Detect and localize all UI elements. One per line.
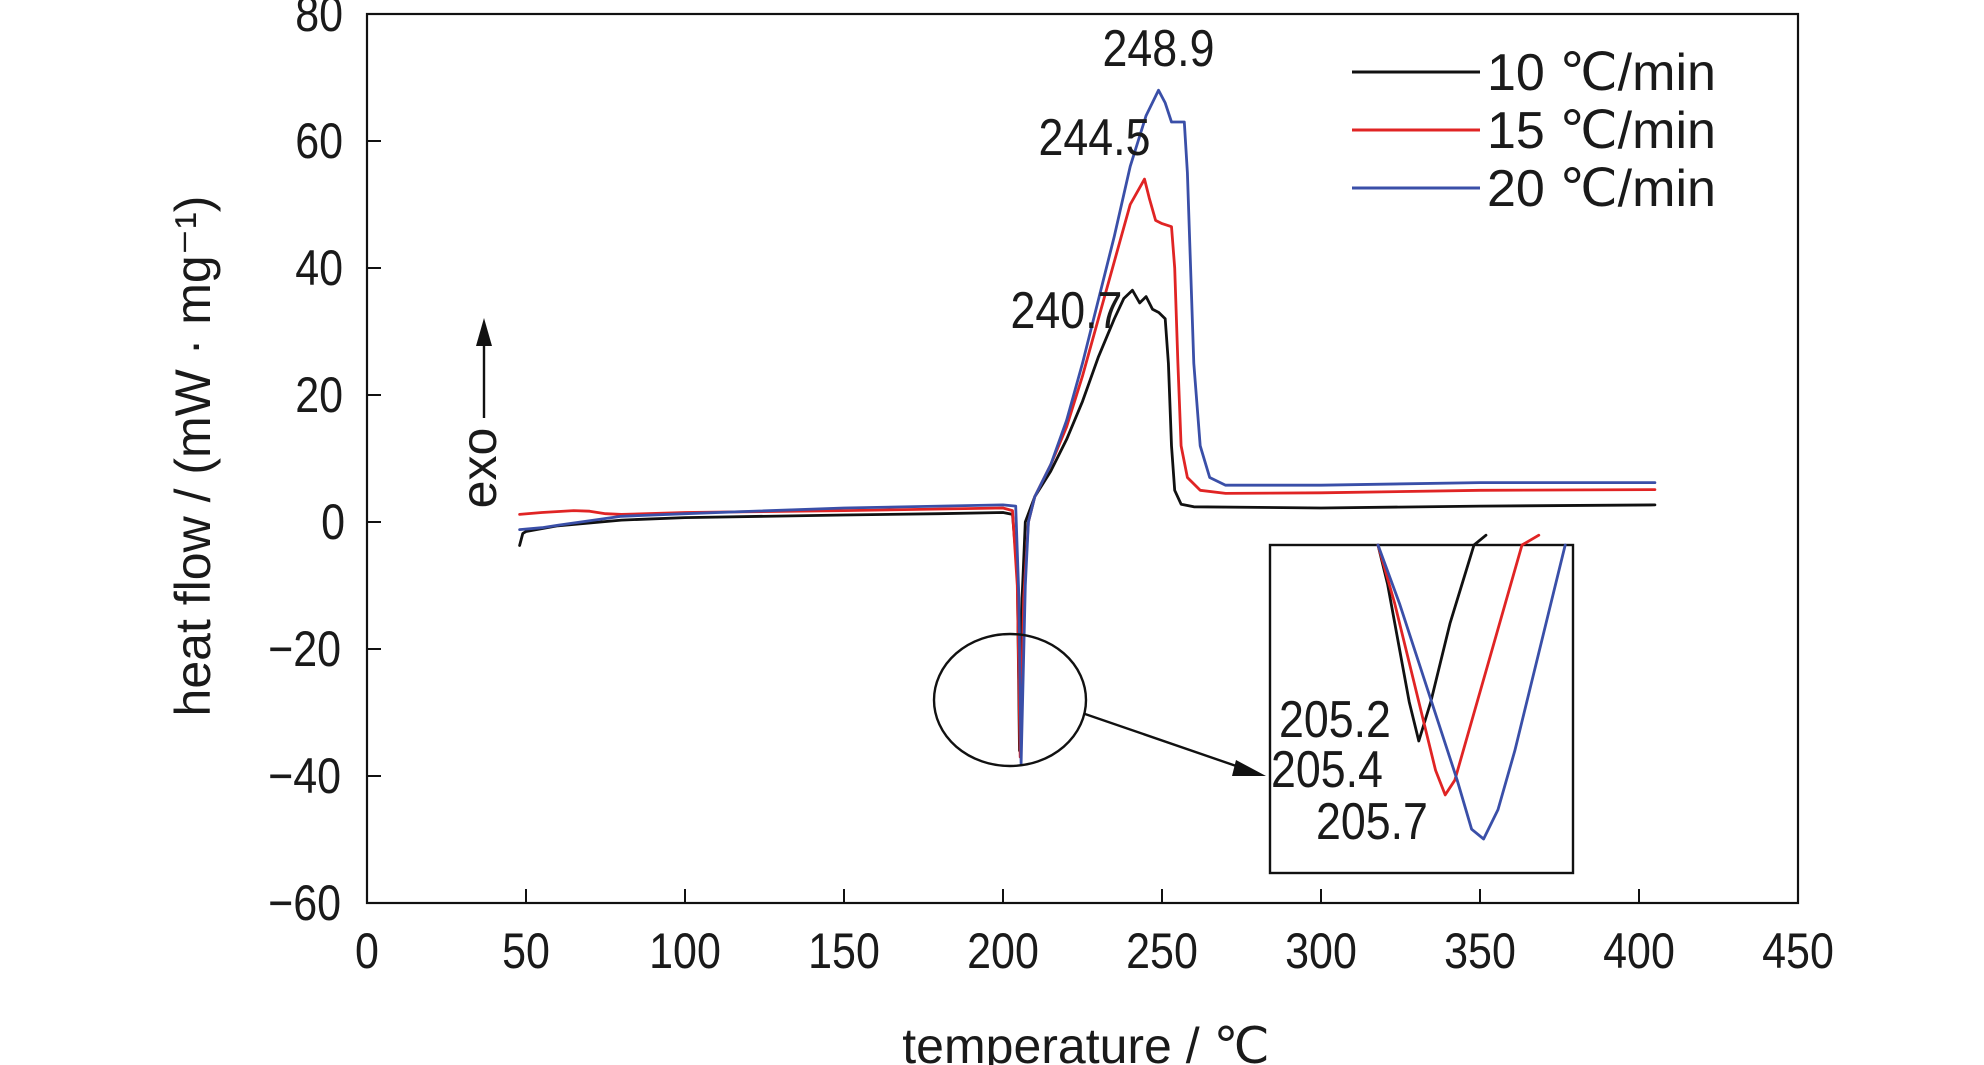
y-tick-label: 60	[295, 113, 343, 169]
y-tick-label: 80	[295, 0, 343, 42]
series-line-1	[518, 288, 1657, 752]
y-tick-label: 0	[321, 494, 345, 550]
x-tick-label: 100	[649, 923, 721, 979]
inset-series-line-2	[1376, 533, 1541, 797]
y-axis-ticks: 80 60 40 20 0 −20 −40 −60	[268, 0, 381, 931]
x-tick-label: 200	[967, 923, 1039, 979]
inset-min-label: 205.2	[1279, 691, 1391, 749]
legend-label: 20 ℃/min	[1487, 160, 1716, 218]
x-tick-label: 450	[1762, 923, 1834, 979]
x-tick-label: 50	[502, 923, 550, 979]
y-tick-label: 40	[295, 240, 343, 296]
series-line-3	[518, 88, 1657, 765]
zoom-ellipse	[932, 632, 1088, 768]
x-tick-label: 350	[1444, 923, 1516, 979]
y-tick-label: −40	[268, 748, 341, 804]
y-axis-label: heat flow / (mW · mg⁻¹)	[165, 196, 221, 717]
exo-indicator: exo	[451, 318, 507, 508]
x-tick-label: 250	[1126, 923, 1198, 979]
x-tick-label: 400	[1603, 923, 1675, 979]
series-line-2	[518, 177, 1657, 759]
peak-label: 248.9	[1103, 20, 1215, 78]
inset-min-label: 205.4	[1271, 741, 1383, 799]
legend-label: 10 ℃/min	[1487, 44, 1716, 102]
peak-label: 240.7	[1010, 282, 1122, 340]
x-axis-ticks: 0 50 100 150 200 250 300 350 400 450	[355, 889, 1834, 979]
series-layer	[518, 88, 1657, 765]
inset-min-label: 205.7	[1316, 793, 1428, 851]
inset-series-line-3	[1376, 543, 1567, 841]
peak-annotations: 248.9 244.5 240.7	[1010, 20, 1214, 340]
exo-arrow-head-icon	[476, 318, 492, 346]
x-axis-label: temperature / ℃	[902, 1018, 1269, 1065]
plot-frame	[365, 12, 1800, 905]
legend-label: 15 ℃/min	[1487, 102, 1716, 160]
x-tick-label: 150	[808, 923, 880, 979]
exo-label: exo	[451, 428, 507, 509]
y-tick-label: −60	[268, 875, 341, 931]
zoom-arrow-line	[1084, 712, 1243, 770]
inset-series-layer	[1376, 533, 1567, 841]
peak-label: 244.5	[1039, 109, 1151, 167]
zoom-arrow-head-icon	[1232, 760, 1266, 776]
x-tick-label: 300	[1285, 923, 1357, 979]
y-tick-label: −20	[268, 621, 341, 677]
x-tick-label: 0	[355, 923, 379, 979]
y-tick-label: 20	[295, 367, 343, 423]
